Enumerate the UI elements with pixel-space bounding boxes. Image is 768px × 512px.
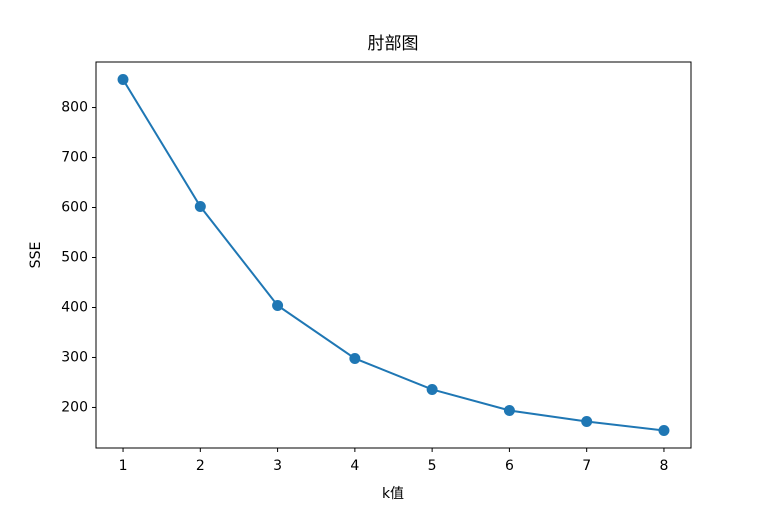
y-tick-label: 300 xyxy=(61,349,88,365)
x-tick-label: 5 xyxy=(428,458,437,474)
y-tick-label: 700 xyxy=(61,150,88,166)
x-tick-label: 6 xyxy=(505,458,514,474)
y-tick-label: 500 xyxy=(61,249,88,265)
x-tick-label: 2 xyxy=(196,458,205,474)
x-tick-label: 7 xyxy=(582,458,591,474)
y-tick-label: 200 xyxy=(61,399,88,415)
plot-frame xyxy=(95,61,692,449)
x-tick-label: 8 xyxy=(659,458,668,474)
point xyxy=(658,424,670,436)
line xyxy=(122,79,665,432)
point xyxy=(581,415,593,427)
x-tick-label: 3 xyxy=(273,458,282,474)
point xyxy=(503,404,515,416)
point xyxy=(349,352,361,364)
point xyxy=(426,383,438,395)
y-axis-label: SSE xyxy=(28,242,44,269)
point xyxy=(272,299,284,311)
x-axis-label: k值 xyxy=(382,486,404,502)
y-tick-label: 400 xyxy=(61,299,88,315)
point xyxy=(194,201,206,213)
y-tick-label: 600 xyxy=(61,200,88,216)
y-tick-label: 800 xyxy=(61,100,88,116)
chart-title: 肘部图 xyxy=(368,34,419,54)
x-tick-label: 1 xyxy=(119,458,128,474)
x-tick-label: 4 xyxy=(350,458,359,474)
point xyxy=(117,74,129,86)
